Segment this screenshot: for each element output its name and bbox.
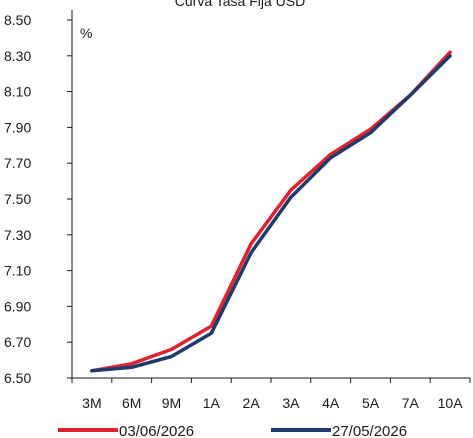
chart-title: Curva Tasa Fija USD [175,0,305,9]
x-tick-label: 2A [243,395,261,411]
y-tick-label: 6.50 [4,370,31,386]
y-tick-label: 6.90 [4,298,31,314]
y-tick-label: 8.10 [4,84,31,100]
y-tick-label: 7.70 [4,155,31,171]
y-tick-label: 7.50 [4,191,31,207]
y-tick-label: 8.30 [4,48,31,64]
y-tick-label: 7.10 [4,263,31,279]
series-line-1 [90,50,452,373]
legend: 03/06/2026 27/05/2026 [58,423,407,438]
y-tick-label: 6.70 [4,334,31,350]
x-tick-label: 3M [82,395,101,411]
x-tick-label: 5A [362,395,380,411]
x-tick-label: 6M [122,395,141,411]
series-lines [90,50,452,373]
x-tick-label: 1A [203,395,221,411]
axes [71,10,470,379]
y-tick-label: 8.50 [4,12,31,28]
legend-label-1: 03/06/2026 [119,423,194,438]
series-line-2 [90,54,452,373]
x-axis-ticks: 3M 6M 9M 1A 2A 3A 4A 5A 7A 10A [71,378,471,411]
y-axis-ticks: 6.50 6.70 6.90 7.10 7.30 7.50 7.70 7.90 8.10 8.30… [4,12,72,386]
x-tick-label: 4A [322,395,340,411]
y-tick-label: 7.30 [4,227,31,243]
y-unit-label: % [80,25,92,41]
x-tick-label: 9M [162,395,181,411]
x-tick-label: 7A [402,395,420,411]
x-tick-label: 3A [282,395,300,411]
x-tick-label: 10A [438,395,464,411]
y-tick-label: 7.90 [4,119,31,135]
legend-label-2: 27/05/2026 [332,423,407,438]
